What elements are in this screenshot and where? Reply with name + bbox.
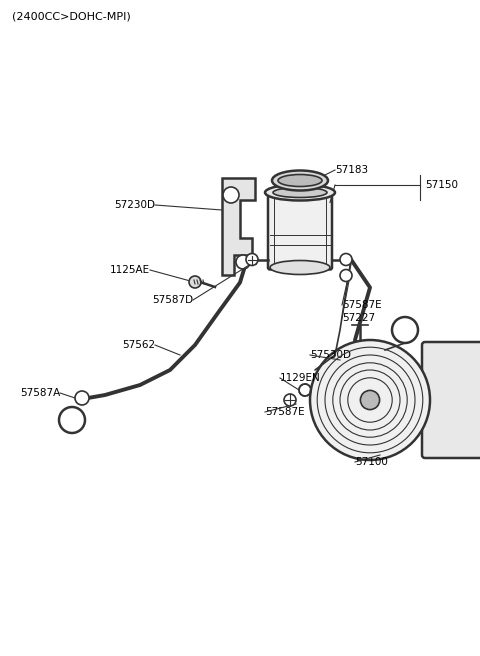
Circle shape [310, 340, 430, 460]
Circle shape [341, 255, 351, 264]
Circle shape [247, 255, 257, 264]
Text: 57587A: 57587A [20, 388, 60, 398]
Ellipse shape [270, 260, 330, 274]
Circle shape [75, 391, 89, 405]
Text: 57587D: 57587D [152, 295, 193, 305]
Ellipse shape [272, 171, 328, 190]
Ellipse shape [273, 188, 327, 197]
Text: 57100: 57100 [355, 457, 388, 467]
Ellipse shape [278, 174, 322, 186]
Text: 57587E: 57587E [342, 300, 382, 310]
Circle shape [223, 187, 239, 203]
Circle shape [340, 270, 352, 281]
Ellipse shape [265, 184, 335, 201]
Circle shape [246, 253, 258, 266]
FancyBboxPatch shape [422, 342, 480, 458]
Circle shape [284, 394, 296, 406]
Text: 57562: 57562 [122, 340, 155, 350]
FancyBboxPatch shape [268, 190, 332, 270]
Circle shape [236, 255, 250, 269]
Circle shape [360, 390, 380, 409]
Text: 57230D: 57230D [114, 200, 155, 210]
Text: 57183: 57183 [335, 165, 368, 175]
Text: 57227: 57227 [342, 313, 375, 323]
Circle shape [392, 317, 418, 343]
Circle shape [59, 407, 85, 433]
Text: 57150: 57150 [425, 180, 458, 190]
Text: (2400CC>DOHC-MPI): (2400CC>DOHC-MPI) [12, 12, 131, 22]
Text: 1129EN: 1129EN [280, 373, 321, 383]
Text: 57587E: 57587E [265, 407, 305, 417]
Text: 1125AE: 1125AE [110, 265, 150, 275]
Circle shape [340, 253, 352, 266]
Circle shape [189, 276, 201, 288]
Text: 57530D: 57530D [310, 350, 351, 360]
Text: A: A [401, 323, 409, 337]
Text: B: B [68, 413, 76, 426]
Polygon shape [222, 178, 255, 275]
